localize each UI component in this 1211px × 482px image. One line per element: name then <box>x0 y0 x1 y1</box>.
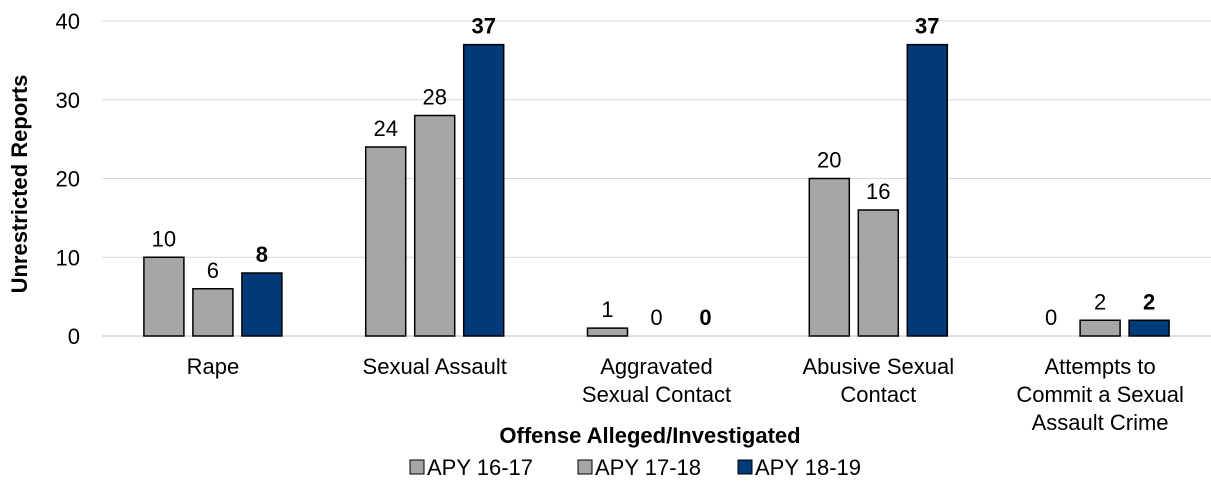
data-label: 8 <box>256 242 268 267</box>
category-label: Assault Crime <box>1032 410 1169 435</box>
category-label: Aggravated <box>600 354 713 379</box>
data-label: 2 <box>1094 289 1106 314</box>
legend-swatch <box>409 459 425 475</box>
category-label: Abusive Sexual <box>802 354 954 379</box>
x-axis-title: Offense Alleged/Investigated <box>499 423 800 448</box>
y-axis-title: Unrestricted Reports <box>7 75 32 294</box>
gridlines <box>102 20 1211 337</box>
bar <box>241 272 283 337</box>
category-label: Attempts to <box>1044 354 1155 379</box>
data-label: 20 <box>817 148 841 173</box>
category-label: Rape <box>187 354 240 379</box>
y-tick-label: 0 <box>68 324 80 349</box>
data-label: 0 <box>650 305 662 330</box>
bar <box>808 177 851 337</box>
data-label: 10 <box>152 226 176 251</box>
data-label: 6 <box>207 258 219 283</box>
bar <box>586 327 629 337</box>
legend-label: APY 18-19 <box>755 455 861 480</box>
legend-label: APY 17-18 <box>595 455 701 480</box>
data-label: 1 <box>601 297 613 322</box>
data-label: 28 <box>422 85 446 110</box>
bar <box>1128 319 1170 337</box>
data-label: 16 <box>866 179 890 204</box>
bar <box>857 209 900 337</box>
data-label: 2 <box>1143 289 1155 314</box>
data-label: 0 <box>1045 305 1057 330</box>
data-label: 37 <box>915 14 939 39</box>
legend-swatch <box>577 459 593 475</box>
bar <box>462 43 505 337</box>
x-axis-categories: Rape Sexual Assault Aggravated Sexual Conta… <box>187 354 1184 435</box>
category-label: Sexual Assault <box>363 354 507 379</box>
data-label: 37 <box>471 14 495 39</box>
y-axis-ticks: 0 10 20 30 40 <box>56 9 80 349</box>
bars <box>143 43 1170 337</box>
legend-label: APY 16-17 <box>427 455 533 480</box>
bar <box>143 256 185 337</box>
y-tick-label: 40 <box>56 9 80 34</box>
bar <box>1079 319 1121 337</box>
data-label: 24 <box>373 116 397 141</box>
bar <box>413 114 456 337</box>
data-label: 0 <box>699 305 711 330</box>
bar <box>192 288 234 337</box>
legend: APY 16-17 APY 17-18 APY 18-19 <box>409 455 861 480</box>
category-label: Commit a Sexual <box>1016 382 1184 407</box>
bar <box>364 146 407 337</box>
bar <box>906 43 949 337</box>
legend-swatch <box>737 459 753 475</box>
y-tick-label: 10 <box>56 245 80 270</box>
category-label: Sexual Contact <box>582 382 731 407</box>
y-tick-label: 20 <box>56 167 80 192</box>
category-label: Contact <box>840 382 916 407</box>
y-tick-label: 30 <box>56 88 80 113</box>
